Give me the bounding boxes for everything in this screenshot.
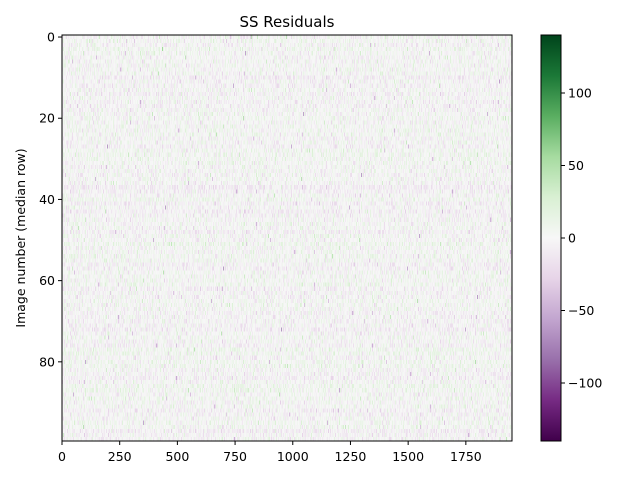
y-tick-label: 80 (39, 354, 55, 369)
y-axis-label: Image number (median row) (13, 148, 28, 327)
y-tick-label: 20 (39, 111, 55, 126)
y-axis: 0 20 40 60 80 (39, 30, 62, 369)
heatmap (62, 35, 512, 441)
x-tick-label: 0 (58, 449, 66, 464)
y-tick-label: 0 (47, 30, 55, 45)
colorbar-ticks: 100 50 0 −50 −100 (561, 86, 602, 391)
plot-frame (61, 34, 513, 442)
colorbar-tick-label: 0 (568, 231, 576, 246)
y-tick-label: 60 (39, 273, 55, 288)
x-tick-label: 500 (165, 449, 189, 464)
y-tick-label: 40 (39, 192, 55, 207)
x-tick-label: 1000 (277, 449, 309, 464)
chart-title: SS Residuals (240, 13, 335, 31)
x-axis: 0 250 500 750 1000 1250 1500 1750 (58, 441, 482, 464)
colorbar-tick-label: −50 (568, 303, 594, 318)
x-tick-label: 750 (223, 449, 247, 464)
colorbar-gradient (541, 35, 561, 441)
x-tick-label: 1500 (392, 449, 424, 464)
x-tick-label: 250 (108, 449, 132, 464)
x-tick-label: 1250 (335, 449, 367, 464)
colorbar: 100 50 0 −50 −100 (540, 34, 602, 442)
colorbar-tick-label: 50 (568, 158, 584, 173)
colorbar-tick-label: −100 (568, 376, 602, 391)
x-tick-label: 1750 (450, 449, 482, 464)
colorbar-tick-label: 100 (568, 86, 592, 101)
heatmap-image (62, 35, 512, 441)
